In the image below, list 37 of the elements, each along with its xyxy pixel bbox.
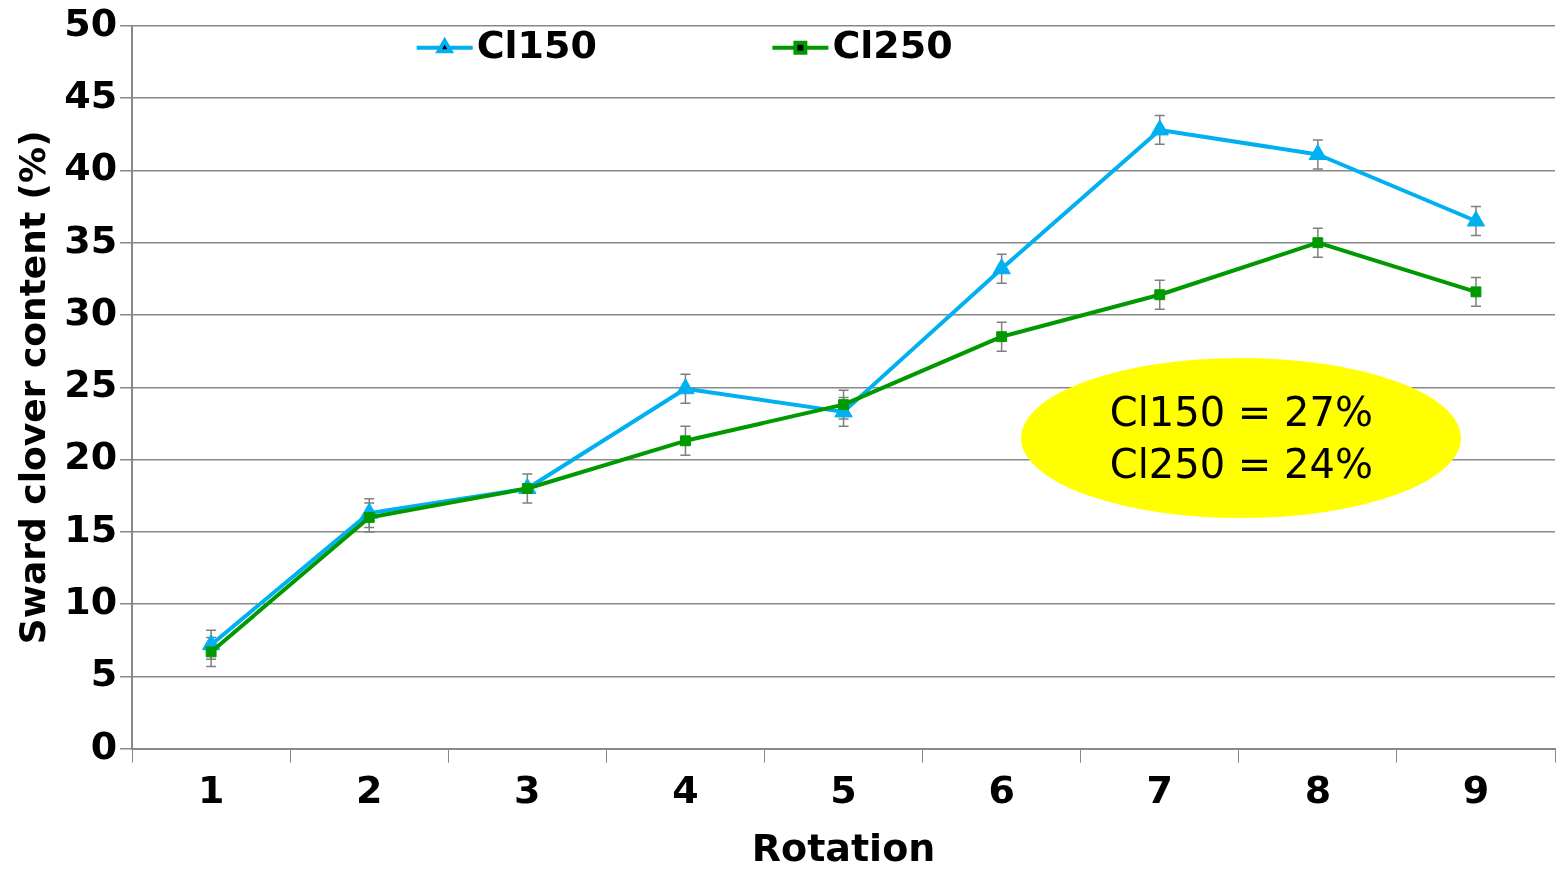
- y-tick-label: 10: [64, 579, 118, 624]
- x-tick-label: 3: [514, 768, 541, 813]
- x-tick-label: 4: [672, 768, 699, 813]
- legend-label: Cl150: [476, 22, 597, 67]
- point: [205, 646, 217, 658]
- y-tick-label: 15: [64, 506, 118, 551]
- point: [1154, 289, 1166, 301]
- y-tick-label: 25: [64, 362, 118, 407]
- point: [679, 435, 691, 447]
- y-tick-label: 5: [90, 651, 118, 696]
- x-tick-label: 6: [988, 768, 1015, 813]
- point: [838, 399, 849, 411]
- ellipse-callout: Cl150 = 27% Cl250 = 24%: [1021, 358, 1462, 519]
- x-tick-label: 8: [1304, 768, 1332, 813]
- point: [996, 331, 1008, 343]
- x-tick-label: 1: [197, 768, 225, 813]
- point: [992, 258, 1011, 275]
- point: [1150, 119, 1169, 136]
- x-tick-label: 5: [830, 768, 857, 813]
- x-tick-label: 7: [1146, 768, 1173, 813]
- y-tick-label: 50: [64, 0, 118, 45]
- point: [1312, 237, 1324, 249]
- y-tick-label: 0: [90, 723, 118, 768]
- x-tick-label: 9: [1462, 768, 1490, 813]
- x-axis-title: Rotation: [751, 826, 936, 871]
- y-tick-label: 35: [64, 217, 118, 262]
- y-axis-title: Sward clover content (%): [11, 130, 53, 645]
- point: [1308, 143, 1328, 160]
- y-tick-label: 20: [64, 434, 118, 479]
- point: [1466, 210, 1486, 227]
- y-tick-label: 30: [64, 289, 118, 334]
- y-tick-label: 45: [64, 72, 118, 117]
- legend-label: Cl250: [832, 22, 953, 67]
- x-tick-label: 2: [356, 768, 383, 813]
- y-tick-label: 40: [64, 145, 118, 190]
- point: [1470, 286, 1482, 298]
- point: [676, 378, 695, 395]
